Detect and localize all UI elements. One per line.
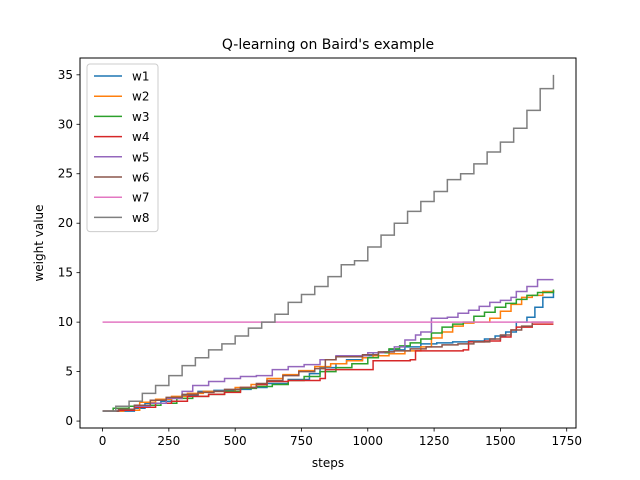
legend-label-w2: w2 bbox=[132, 90, 149, 104]
x-tick-label: 0 bbox=[99, 434, 107, 448]
y-tick-label: 25 bbox=[58, 167, 73, 181]
x-tick-label: 500 bbox=[224, 434, 247, 448]
legend-label-w8: w8 bbox=[132, 211, 149, 225]
axes-frame bbox=[79, 57, 577, 429]
series-line-w5 bbox=[102, 278, 554, 412]
y-tick-label: 10 bbox=[58, 315, 73, 329]
legend-label-w1: w1 bbox=[132, 70, 149, 84]
y-tick-label: 5 bbox=[65, 365, 73, 379]
chart-title: Q-learning on Baird's example bbox=[222, 37, 434, 53]
x-tick-label: 1250 bbox=[419, 434, 450, 448]
y-axis-ticks: 0 5 10 15 20 25 30 35 bbox=[58, 68, 80, 428]
y-tick-label: 20 bbox=[58, 216, 73, 230]
legend-label-w5: w5 bbox=[132, 150, 149, 164]
y-tick-label: 0 bbox=[65, 414, 73, 428]
series-line-w3 bbox=[102, 289, 555, 412]
y-axis-label: weight value bbox=[32, 204, 46, 281]
x-tick-label: 1750 bbox=[551, 434, 582, 448]
y-tick-label: 35 bbox=[58, 68, 73, 82]
series-line-w4 bbox=[102, 323, 554, 412]
x-tick-label: 250 bbox=[157, 434, 180, 448]
y-tick-label: 30 bbox=[58, 117, 73, 131]
x-axis-ticks: 0 250 500 750 1000 1250 1500 1750 bbox=[99, 428, 582, 448]
legend-label-w6: w6 bbox=[132, 171, 149, 185]
x-tick-label: 750 bbox=[290, 434, 313, 448]
legend-label-w4: w4 bbox=[132, 130, 149, 144]
series-line-w8 bbox=[102, 74, 555, 412]
x-tick-label: 1000 bbox=[353, 434, 384, 448]
x-axis-label: steps bbox=[312, 456, 344, 470]
y-tick-label: 15 bbox=[58, 266, 73, 280]
legend-box bbox=[86, 63, 159, 233]
legend-label-w3: w3 bbox=[132, 110, 149, 124]
x-tick-label: 1500 bbox=[485, 434, 516, 448]
legend: w1 w2 w3 w4 w5 w6 w7 w8 bbox=[86, 63, 159, 233]
series-line-w6 bbox=[102, 321, 554, 412]
series-layer bbox=[102, 74, 555, 412]
legend-label-w7: w7 bbox=[132, 191, 149, 205]
